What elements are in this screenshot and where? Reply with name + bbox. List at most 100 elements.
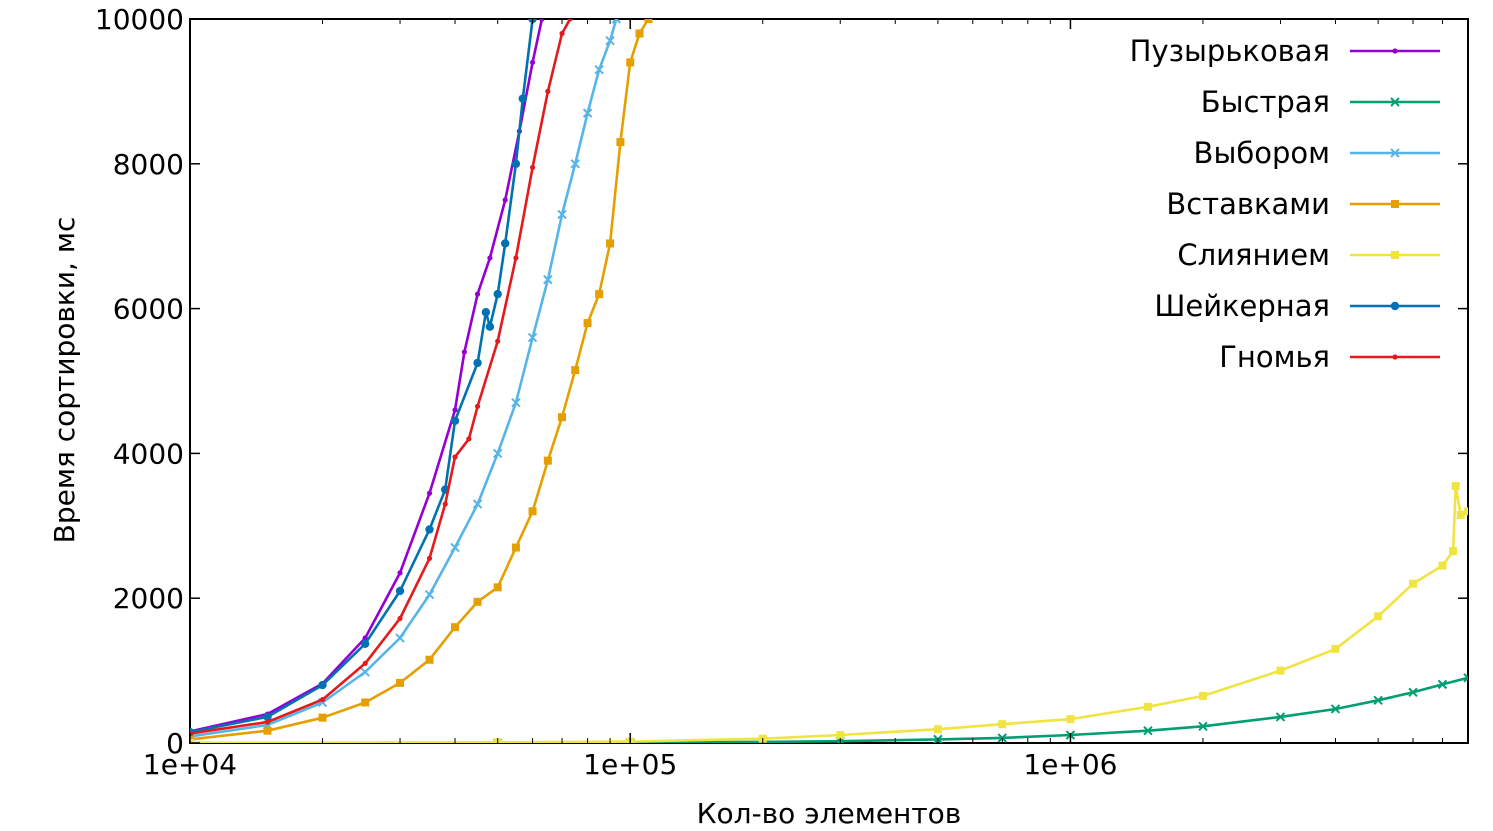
series-7-line bbox=[190, 19, 572, 735]
series-4-point bbox=[511, 543, 520, 552]
series-6-point bbox=[360, 639, 370, 649]
series-5-point bbox=[1408, 579, 1417, 588]
series-1-point bbox=[529, 59, 536, 66]
series-2-point bbox=[1275, 712, 1286, 722]
series-3-point bbox=[492, 448, 503, 459]
y-tick-label: 8000 bbox=[113, 148, 184, 181]
series-6 bbox=[190, 19, 537, 737]
series-7-point bbox=[452, 454, 458, 460]
series-5-point bbox=[1449, 547, 1458, 556]
series-2-point bbox=[997, 733, 1007, 743]
series-6-point bbox=[263, 712, 272, 722]
legend-item: Выбором bbox=[1194, 136, 1440, 170]
legend-item: Слиянием bbox=[1177, 238, 1440, 272]
series-3-point bbox=[605, 36, 615, 46]
series-3-line bbox=[190, 19, 618, 738]
series-7-point bbox=[559, 30, 565, 37]
series-5-point bbox=[933, 725, 942, 734]
series-1-point bbox=[397, 570, 403, 576]
series-6-point bbox=[493, 289, 502, 299]
series-5-point bbox=[1143, 702, 1152, 711]
series-5-point bbox=[1464, 507, 1468, 516]
series-4-point bbox=[571, 366, 580, 375]
legend-marker bbox=[1392, 354, 1398, 360]
series-4-point bbox=[616, 138, 625, 147]
y-axis-label: Время сортировки, мс bbox=[48, 217, 81, 544]
x-tick-label: 1e+06 bbox=[1023, 748, 1117, 781]
series-5-point bbox=[998, 720, 1007, 729]
series-3 bbox=[190, 19, 622, 742]
series-1-line bbox=[190, 19, 544, 733]
y-tick-label: 4000 bbox=[113, 437, 184, 470]
series-4-point bbox=[528, 507, 537, 516]
series-4-point bbox=[396, 678, 405, 687]
legend-label: Быстрая bbox=[1201, 85, 1330, 119]
series-7-point bbox=[362, 660, 368, 666]
series-4-point bbox=[473, 597, 482, 606]
series-7-point bbox=[397, 615, 403, 622]
series-3-point bbox=[472, 499, 483, 509]
series-5-point bbox=[1198, 691, 1207, 700]
series-2-point bbox=[1198, 721, 1208, 732]
series-4-point bbox=[626, 58, 635, 67]
x-tick-label: 1e+04 bbox=[143, 748, 237, 781]
legend-marker bbox=[1392, 48, 1398, 54]
series-3-point bbox=[360, 667, 370, 677]
series-4-point bbox=[318, 713, 327, 722]
series-2-point bbox=[1143, 725, 1153, 736]
series-6-point bbox=[481, 308, 491, 317]
series-6-line bbox=[190, 19, 534, 734]
legend-label: Гномья bbox=[1219, 340, 1330, 374]
legend-marker bbox=[1391, 251, 1399, 259]
series-7-point bbox=[495, 338, 501, 344]
series-2-line bbox=[190, 676, 1468, 743]
series-1-point bbox=[474, 291, 481, 297]
series-6-point bbox=[511, 159, 521, 168]
legend-item: Шейкерная bbox=[1154, 289, 1440, 323]
y-tick-label: 10000 bbox=[95, 3, 184, 36]
legend-label: Выбором bbox=[1194, 136, 1330, 170]
series-7-point bbox=[264, 719, 271, 725]
series-3-point bbox=[611, 19, 622, 24]
series-1-point bbox=[502, 197, 508, 203]
ticks-layer: 0 2000 4000 6000 8000 10000 1e+04 1e+05 1e+06 bbox=[95, 3, 1468, 781]
legend-label: Пузырьковая bbox=[1130, 34, 1330, 68]
legend: Пузырьковая Быстрая Выбором Вставками Слияни… bbox=[1130, 34, 1440, 374]
series-4 bbox=[190, 19, 653, 743]
series-1-point bbox=[487, 255, 493, 261]
series-3-point bbox=[527, 332, 538, 343]
series-1-point bbox=[539, 19, 545, 22]
legend-label: Шейкерная bbox=[1154, 289, 1330, 323]
series-4-line bbox=[190, 19, 650, 741]
series-layer bbox=[190, 19, 1468, 743]
series-5-point bbox=[1456, 510, 1465, 519]
series-1-point bbox=[426, 490, 433, 496]
series-4-point bbox=[361, 698, 370, 707]
series-1-point bbox=[452, 407, 458, 413]
series-7-point bbox=[529, 164, 536, 171]
series-7-point bbox=[442, 501, 448, 507]
series-5-point bbox=[190, 739, 194, 743]
series-4-point bbox=[493, 583, 502, 592]
series-4-point bbox=[595, 290, 604, 299]
series-6-point bbox=[500, 239, 510, 248]
series-6-point bbox=[473, 358, 482, 368]
legend-item: Быстрая bbox=[1201, 85, 1440, 119]
series-5-point bbox=[1374, 612, 1383, 621]
series-5-line bbox=[190, 484, 1468, 743]
series-2-point bbox=[1463, 673, 1468, 683]
series-7 bbox=[190, 19, 573, 737]
series-5-point bbox=[1438, 561, 1447, 570]
series-4-point bbox=[583, 319, 592, 328]
series-2-point bbox=[1373, 695, 1383, 705]
series-5-point bbox=[1451, 481, 1460, 490]
legend-marker bbox=[1390, 301, 1400, 311]
y-tick-label: 2000 bbox=[113, 582, 184, 615]
series-3-point bbox=[450, 542, 460, 553]
series-7-point bbox=[474, 403, 481, 409]
series-4-point bbox=[543, 456, 552, 465]
plot-frame bbox=[189, 18, 1469, 744]
series-2-point bbox=[1330, 704, 1341, 714]
